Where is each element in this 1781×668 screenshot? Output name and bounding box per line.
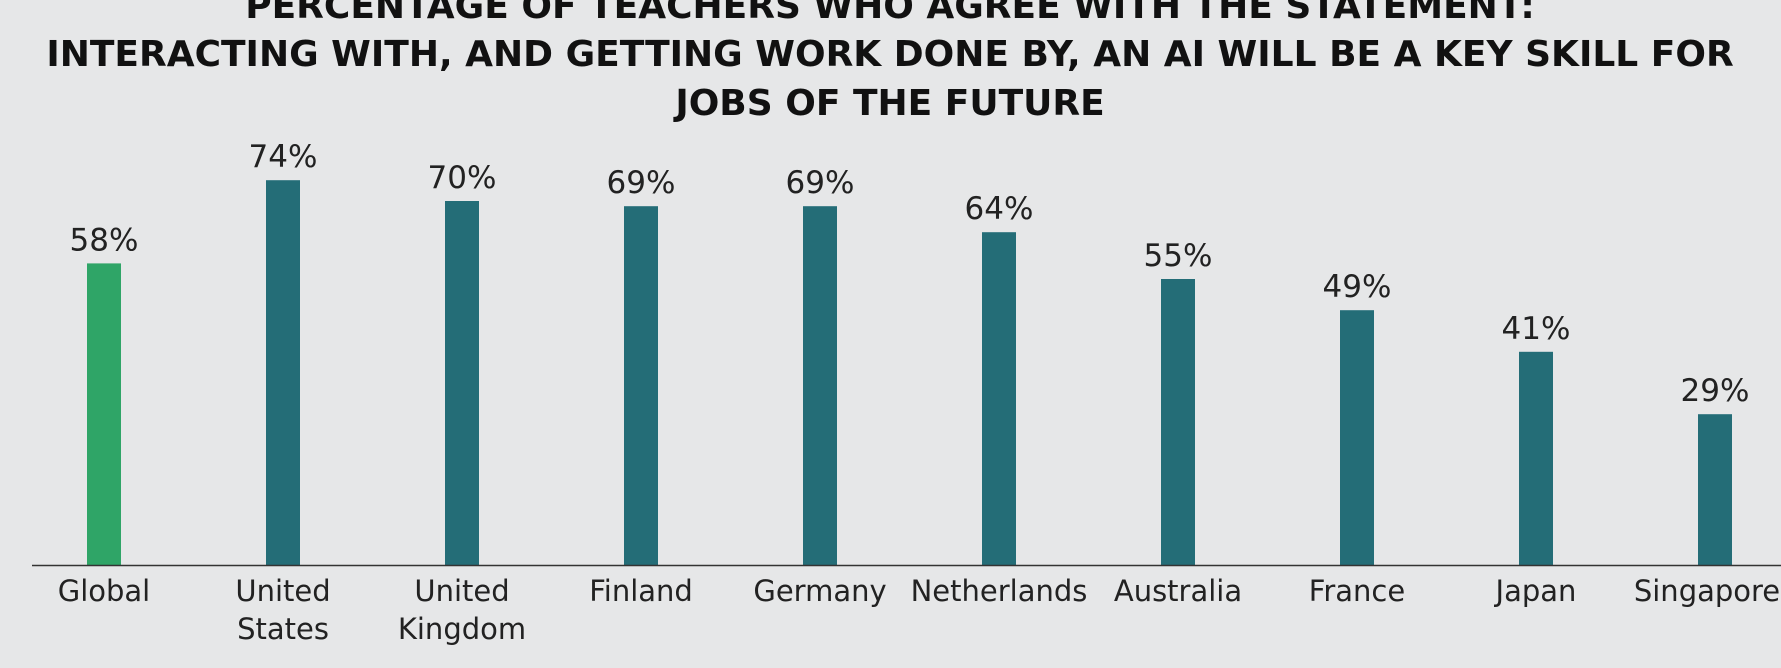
bar-united-states [266, 180, 300, 565]
bar-netherlands [982, 232, 1016, 565]
value-label-united-states: 74% [249, 139, 318, 175]
category-labels: Global United States United Kingdom Finland Ge… [58, 574, 1780, 646]
value-label-japan: 41% [1502, 311, 1571, 347]
category-label-netherlands: Netherlands [911, 574, 1088, 608]
category-label-united-kingdom-line-2: Kingdom [398, 612, 526, 646]
value-label-australia: 55% [1144, 238, 1213, 274]
value-label-singapore: 29% [1681, 373, 1750, 409]
value-label-france: 49% [1323, 269, 1392, 305]
bar-global [87, 263, 121, 565]
value-label-united-kingdom: 70% [428, 160, 497, 196]
chart-title-line-3: JOBS OF THE FUTURE [672, 83, 1104, 124]
value-label-germany: 69% [786, 165, 855, 201]
chart-title: PERCENTAGE OF TEACHERS WHO AGREE WITH TH… [46, 0, 1733, 124]
category-label-germany: Germany [753, 574, 886, 608]
category-label-france: France [1309, 574, 1405, 608]
bar-singapore [1698, 414, 1732, 565]
category-label-global: Global [58, 574, 151, 608]
value-label-finland: 69% [607, 165, 676, 201]
bar-australia [1161, 279, 1195, 565]
category-label-united-states-line-1: United [235, 574, 330, 608]
chart-title-line-1: PERCENTAGE OF TEACHERS WHO AGREE WITH TH… [245, 0, 1535, 27]
bar-japan [1519, 351, 1553, 565]
value-label-netherlands: 64% [965, 191, 1034, 227]
category-label-singapore: Singapore [1634, 574, 1780, 608]
value-labels: 58% 74% 70% 69% 69% 64% 55% 49% 41% 29% [70, 139, 1750, 409]
category-label-japan: Japan [1494, 574, 1577, 608]
chart-title-line-2: INTERACTING WITH, AND GETTING WORK DONE … [46, 34, 1733, 75]
category-label-australia: Australia [1114, 574, 1242, 608]
bar-france [1340, 310, 1374, 565]
value-label-global: 58% [70, 222, 139, 258]
bars [87, 180, 1732, 565]
bar-germany [803, 206, 837, 565]
bar-finland [624, 206, 658, 565]
category-label-united-kingdom-line-1: United [414, 574, 509, 608]
category-label-finland: Finland [589, 574, 693, 608]
bar-united-kingdom [445, 201, 479, 565]
category-label-united-states-line-2: States [237, 612, 329, 646]
